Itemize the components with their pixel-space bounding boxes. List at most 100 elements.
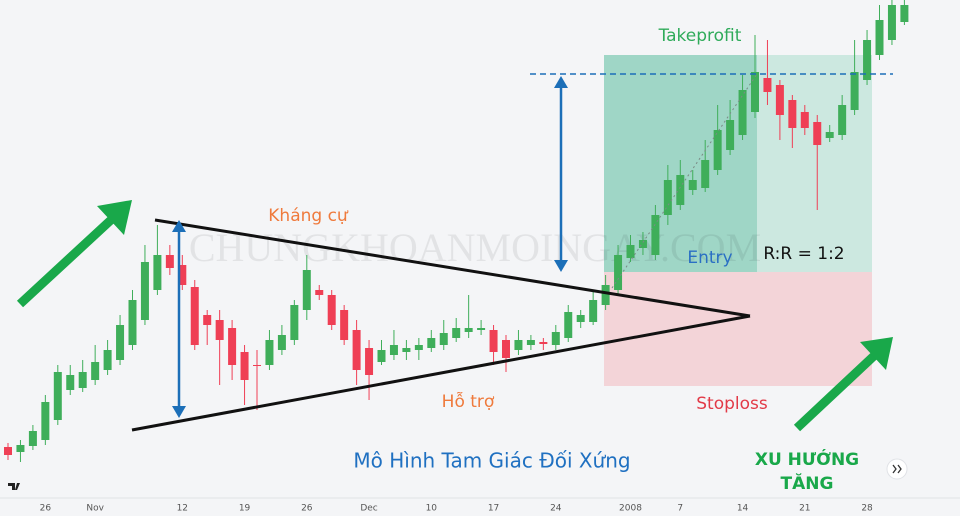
candle-body — [751, 72, 759, 112]
candle-body — [153, 255, 162, 290]
candle-body — [713, 130, 722, 170]
candle-body — [489, 330, 498, 352]
projection-line — [611, 73, 758, 289]
tv-logo — [8, 483, 20, 490]
candle-body — [253, 365, 261, 366]
candle-body — [526, 340, 535, 345]
candle-body — [775, 85, 784, 115]
candle-body — [614, 255, 623, 290]
trend-arrow — [16, 200, 132, 308]
stoploss-label: Stoploss — [696, 394, 768, 414]
x-tick-label: 28 — [861, 504, 873, 514]
candle-body — [190, 287, 199, 345]
candle-body — [838, 105, 847, 135]
candle-body — [128, 300, 137, 345]
candle-body — [116, 325, 125, 360]
x-tick-label: 12 — [177, 504, 188, 514]
candle-body — [91, 362, 100, 380]
candle-body — [825, 132, 834, 138]
candle-body — [103, 350, 112, 370]
x-tick-label: 2008 — [619, 504, 642, 514]
candle-body — [663, 180, 672, 215]
candle-body — [352, 330, 361, 370]
candle-body — [589, 300, 598, 322]
chart-title: Mô Hình Tam Giác Đối Xứng — [353, 449, 630, 473]
watermark: CHUNGKHOANMOINGAY.COM — [189, 225, 761, 270]
candle-body — [53, 372, 62, 420]
takeprofit-label: Takeprofit — [658, 26, 742, 46]
candle-body — [215, 320, 224, 340]
candle-body — [28, 431, 37, 446]
risk-reward-label: R:R = 1:2 — [763, 244, 844, 264]
candle-body — [464, 328, 473, 332]
x-axis: 26 Nov 12 19 26 Dec 10 17 24 2008 7 14 21 28 — [40, 504, 873, 514]
candle-body — [16, 445, 25, 452]
candle-body — [389, 345, 398, 355]
target-arrow — [554, 76, 568, 272]
candle-body — [850, 72, 859, 110]
candle-body — [726, 120, 735, 150]
candle-body — [377, 350, 386, 362]
x-tick-label: 7 — [677, 504, 683, 514]
candle-body — [4, 447, 12, 455]
candle-body — [676, 175, 685, 205]
candle-body — [78, 372, 87, 388]
candle-body — [813, 122, 822, 145]
x-tick-label: 10 — [426, 504, 438, 514]
scroll-button[interactable] — [886, 458, 908, 480]
x-tick-label: Nov — [86, 504, 104, 514]
resistance-line — [154, 218, 751, 318]
candle-body — [502, 340, 510, 358]
height-arrow — [172, 220, 186, 418]
candle-body — [427, 338, 436, 348]
support-line — [131, 314, 751, 432]
x-tick-label: 21 — [799, 504, 810, 514]
x-tick-label: 17 — [488, 504, 499, 514]
candle-body — [228, 328, 237, 365]
candle-body — [887, 5, 896, 40]
x-tick-label: 26 — [301, 504, 313, 514]
support-label: Hỗ trợ — [442, 391, 495, 412]
candle-body — [651, 215, 660, 255]
candle-body — [439, 333, 448, 345]
candle-body — [66, 375, 75, 390]
candle-body — [875, 20, 884, 55]
candle-body — [701, 160, 710, 188]
candle-body — [340, 310, 349, 340]
candle-body — [800, 112, 809, 128]
candle-body — [290, 305, 299, 340]
candle-body — [402, 348, 411, 352]
entry-label: Entry — [687, 248, 732, 268]
candle-body — [551, 332, 560, 345]
candles — [4, 0, 909, 462]
candle-body — [452, 328, 461, 338]
candle-body — [688, 180, 697, 190]
candle-body — [626, 245, 635, 258]
trend-label: TĂNG — [781, 472, 834, 494]
candle-body — [763, 78, 772, 92]
candle-body — [277, 335, 286, 350]
candle-body — [315, 290, 324, 295]
candle-body — [240, 352, 249, 380]
x-tick-label: 19 — [239, 504, 251, 514]
candle-body — [638, 240, 647, 248]
candle-body — [203, 315, 212, 325]
candle-body — [900, 5, 909, 22]
trend-arrow — [793, 337, 893, 432]
candle-body — [302, 270, 311, 310]
candle-body — [601, 285, 610, 305]
candle-body — [576, 315, 585, 322]
candle-body — [265, 340, 274, 365]
candle-body — [140, 262, 149, 320]
trend-label: XU HƯỚNG — [755, 448, 859, 470]
candle-body — [788, 100, 797, 128]
x-tick-label: 24 — [550, 504, 562, 514]
candle-body — [365, 348, 374, 375]
candle-body — [327, 295, 336, 325]
candle-body — [178, 265, 187, 285]
candle-body — [414, 345, 423, 350]
candle-body — [514, 340, 523, 350]
candle-body — [477, 328, 486, 330]
x-tick-label: Dec — [360, 504, 377, 514]
